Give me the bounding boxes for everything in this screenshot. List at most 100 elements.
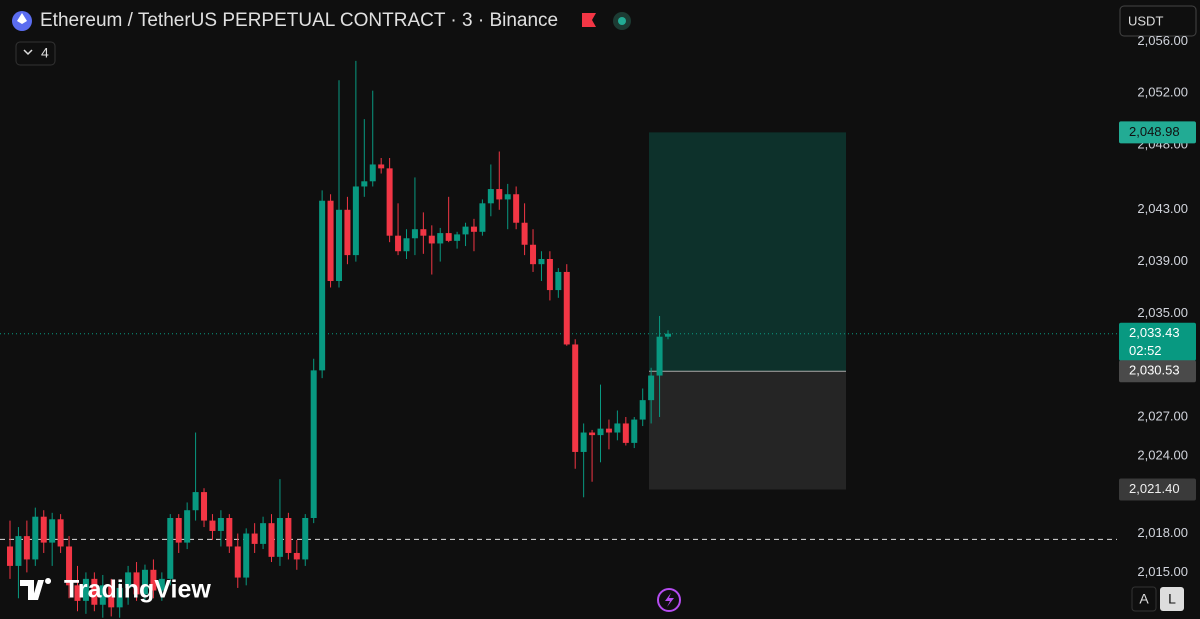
candle-body [479,203,486,232]
candle-body [580,432,587,452]
candle-body [639,400,646,420]
candle-body [260,523,267,544]
candle-body [614,423,621,433]
candle-body [158,578,165,591]
candle-body [437,233,444,244]
candle-body [116,587,123,608]
candle-body [622,423,629,443]
candle-body [648,375,655,401]
candle-body [352,186,359,256]
price-label-bg [1119,121,1196,144]
candle-body [150,569,157,591]
candle-body [395,235,402,252]
candle-body [108,585,115,608]
candle-body [487,189,494,204]
legend-toggle[interactable] [15,41,56,66]
logo-text: TradingView [64,576,211,604]
candle-body [201,492,208,521]
price-label-bg [1119,478,1196,501]
candle-body [411,229,418,239]
countdown: 02:52 [1129,343,1162,358]
candle-body [192,492,199,511]
candle-body [74,585,81,601]
candle-body [420,229,427,236]
candle-body [82,578,89,601]
candle-body [555,271,562,291]
candle-body [428,235,435,244]
log-label: L [1168,591,1176,607]
candle-body [302,517,309,560]
log-button[interactable] [1160,587,1184,611]
candle-body [530,244,537,265]
candle-body [563,271,570,345]
candle-body [521,222,528,245]
candle-body [454,234,461,241]
y-tick-label: 2,027.00 [1137,408,1188,423]
candle-body [504,194,511,200]
candle-body [605,428,612,433]
candle-body [141,569,148,595]
y-tick-label: 2,018.00 [1137,525,1188,540]
y-tick-label: 2,035.00 [1137,305,1188,320]
position-loss [649,371,846,490]
legend-count: 4 [41,45,49,61]
auto-label: A [1139,591,1149,607]
candle-body [243,533,250,578]
logo-mark [20,578,52,600]
candle-body [572,344,579,452]
candle-body [226,517,233,547]
currency: USDT [1128,13,1163,28]
candle-body [386,168,393,236]
y-tick-label: 2,056.00 [1137,33,1188,48]
candle-body [99,585,106,605]
y-tick-label: 2,024.00 [1137,447,1188,462]
candle-body [184,510,191,543]
candle-body [49,519,56,543]
candle-body [167,517,174,579]
candle-body [656,336,663,376]
price-label: 2,030.53 [1129,363,1180,378]
chevron [23,49,33,56]
y-tick-label: 2,052.00 [1137,85,1188,100]
candle-body [546,258,553,291]
flag [582,13,596,27]
candle-body [7,546,13,566]
status-dot [618,17,626,25]
candle-body [66,546,73,586]
candle-body [327,200,334,282]
candle-body [336,209,342,282]
candle-body [276,517,283,557]
candle-body [597,428,604,436]
position-profit [649,132,846,372]
currency-button[interactable] [1119,5,1197,37]
candle-body [369,164,376,182]
candle-body [32,516,39,560]
candle-body [293,552,300,560]
candle-body [217,517,224,531]
candle-body [57,519,64,547]
candle-body [125,572,132,588]
candle-body [344,209,351,256]
last-price-label: 2,033.43 [1129,325,1180,340]
candle-body [23,536,30,560]
price-label: 2,048.98 [1129,124,1180,139]
candle-body [91,578,98,605]
candle-body [631,419,638,443]
eth-glyph [17,13,27,24]
candle-body [513,194,520,223]
last-price-bg [1119,322,1196,361]
candle-body [40,516,47,543]
candle-body [665,333,671,337]
auto-button[interactable] [1131,586,1157,612]
lightning-icon[interactable] [657,588,681,612]
y-tick-label: 2,043.00 [1137,201,1188,216]
candle-body [310,370,317,518]
candle-body [175,517,182,543]
candle-body [209,520,216,531]
candle-body [496,189,503,200]
candle-body [251,533,258,544]
candle-body [403,238,410,252]
candle-body [538,258,545,265]
candle-body [378,164,385,169]
lightning [665,593,674,607]
